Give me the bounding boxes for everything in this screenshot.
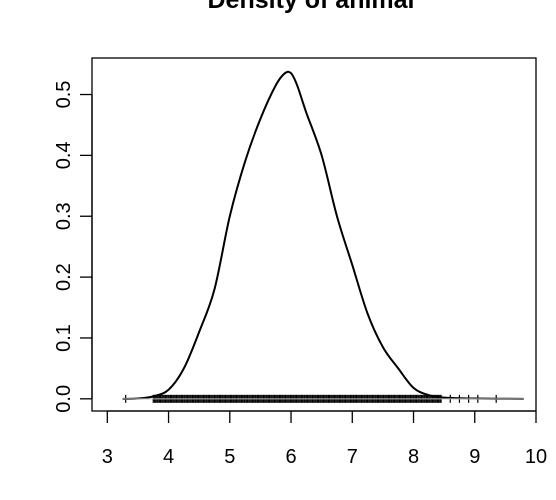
x-tick-label: 7	[347, 446, 358, 468]
x-tick-label: 9	[469, 446, 480, 468]
y-tick-label: 0.4	[53, 141, 75, 169]
chart-title: Density of animal	[208, 0, 415, 14]
x-tick-label: 4	[163, 446, 174, 468]
x-tick-label: 10	[525, 446, 547, 468]
x-tick-label: 8	[408, 446, 419, 468]
y-tick-label: 0.1	[53, 324, 75, 352]
density-line	[122, 70, 524, 400]
y-tick-label: 0.2	[53, 263, 75, 291]
y-axis: 0.0 0.1 0.2 0.3 0.4 0.5	[53, 81, 93, 413]
y-tick-label: 0.5	[53, 81, 75, 109]
y-tick-label: 0.3	[53, 202, 75, 230]
x-axis: 3 4 5 6 7 8 9 10	[102, 410, 547, 468]
x-tick-label: 3	[102, 446, 113, 468]
plot-box	[91, 57, 537, 412]
x-tick-label: 5	[224, 446, 235, 468]
x-tick-label: 6	[285, 446, 296, 468]
y-tick-label: 0.0	[53, 385, 75, 413]
